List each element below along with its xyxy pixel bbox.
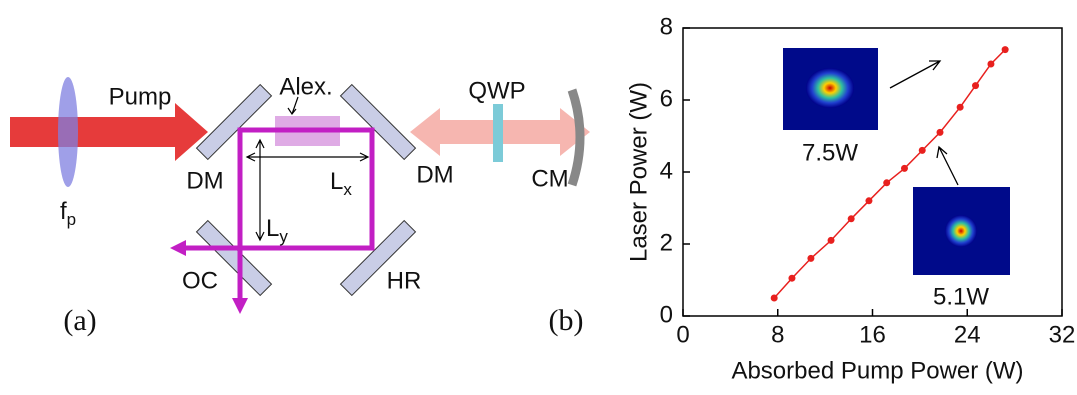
- label: CM: [531, 165, 568, 192]
- data-point: [937, 129, 944, 136]
- data-point: [865, 197, 872, 204]
- annotation-arrow: [890, 61, 940, 88]
- y-tick-label: 2: [660, 229, 673, 256]
- dm-mirror: [341, 85, 416, 160]
- data-point: [828, 237, 835, 244]
- arrow-head: [232, 298, 248, 314]
- beam-spot: [806, 68, 854, 108]
- data-point: [883, 179, 890, 186]
- y-tick-label: 6: [660, 85, 673, 112]
- y-tick-label: 0: [660, 301, 673, 328]
- data-point: [848, 215, 855, 222]
- y-tick-label: 8: [660, 13, 673, 40]
- lens: [58, 77, 78, 187]
- figure: Pump fp Alex. DM DM QWP CM OC HR Lx Ly (…: [0, 0, 1077, 390]
- label: HR: [387, 267, 422, 294]
- x-tick-label: 16: [859, 321, 886, 348]
- x-tick-label: 32: [1049, 321, 1076, 348]
- label: Alex.: [279, 73, 332, 100]
- data-point: [901, 165, 908, 172]
- beam-spot: [945, 215, 977, 247]
- diagram: Pump fp Alex. DM DM QWP CM OC HR Lx Ly (…: [10, 73, 590, 337]
- annotation: 7.5W: [802, 139, 858, 166]
- label: Lx: [330, 168, 352, 199]
- data-point: [1002, 46, 1009, 53]
- x-tick-label: 0: [676, 321, 689, 348]
- data-point: [919, 147, 926, 154]
- label: Pump: [109, 83, 172, 110]
- data-point: [807, 255, 814, 262]
- qwp: [493, 104, 503, 162]
- annotation-arrow: [937, 147, 958, 185]
- label: DM: [186, 167, 223, 194]
- annotation: 5.1W: [933, 283, 989, 310]
- ly-arrow: [256, 140, 264, 240]
- y-tick-label: 4: [660, 157, 673, 184]
- lx-arrow: [247, 153, 368, 161]
- label: OC: [182, 267, 218, 294]
- label: Ly: [266, 215, 288, 246]
- panel-label: (b): [549, 304, 584, 337]
- x-tick-label: 24: [954, 321, 981, 348]
- data-point: [771, 295, 778, 302]
- y-axis-label: Laser Power (W): [625, 82, 652, 262]
- x-tick-label: 8: [771, 321, 784, 348]
- data-point: [987, 61, 994, 68]
- data-point: [788, 275, 795, 282]
- label: DM: [416, 161, 453, 188]
- label: QWP: [468, 77, 525, 104]
- data-point: [972, 82, 979, 89]
- x-axis-label: Absorbed Pump Power (W): [731, 357, 1023, 384]
- arrow-head: [170, 240, 186, 256]
- data-point: [957, 104, 964, 111]
- label: fp: [60, 198, 76, 229]
- pump-beam: [10, 103, 208, 161]
- panel-label: (a): [63, 304, 96, 337]
